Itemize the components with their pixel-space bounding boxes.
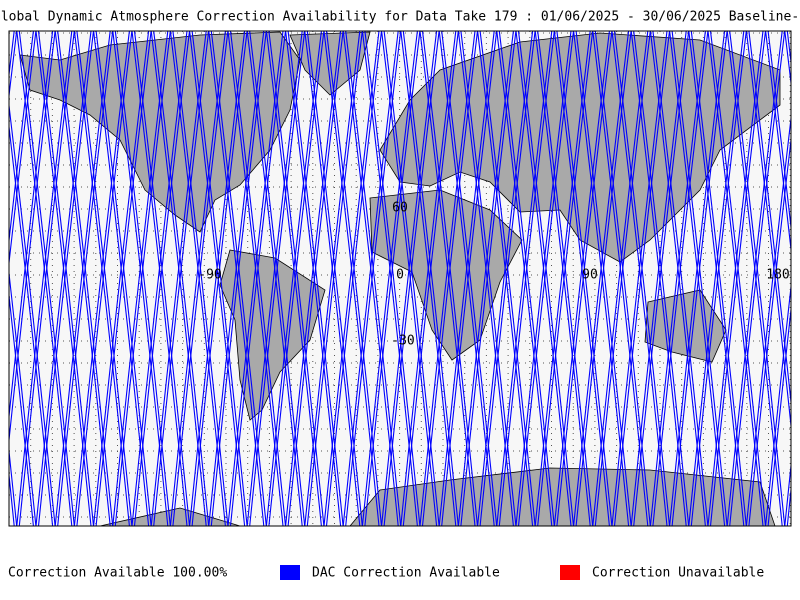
track — [383, 31, 440, 526]
track — [268, 31, 325, 526]
track — [191, 31, 248, 526]
eurasia — [379, 32, 781, 263]
track — [249, 31, 306, 526]
lon-label: 90 — [582, 268, 598, 283]
satellite-tracks — [9, 31, 791, 526]
track — [287, 31, 344, 526]
track — [9, 446, 18, 526]
track — [364, 31, 421, 526]
track — [671, 31, 728, 526]
track — [306, 31, 363, 526]
track — [633, 31, 690, 526]
track — [748, 135, 791, 526]
track — [709, 31, 767, 526]
track — [9, 101, 56, 526]
track — [556, 31, 613, 526]
track — [153, 31, 210, 526]
track — [210, 31, 267, 526]
track — [229, 31, 287, 526]
legend-swatch — [560, 565, 580, 580]
track — [537, 31, 594, 526]
track — [575, 31, 632, 526]
legend-label: Correction Unavailable — [592, 566, 764, 581]
track — [172, 31, 229, 526]
title: Global Dynamic Atmosphere Correction Ava… — [0, 10, 800, 25]
track — [402, 31, 459, 526]
track — [765, 281, 791, 526]
track — [421, 31, 479, 526]
track — [95, 31, 152, 526]
track — [652, 31, 709, 526]
track — [690, 31, 747, 526]
track — [767, 31, 791, 232]
track — [517, 31, 575, 526]
track — [133, 31, 191, 526]
track — [767, 304, 791, 526]
track — [345, 31, 402, 526]
track — [745, 113, 791, 526]
lat-label: 60 — [392, 201, 408, 216]
summary: Correction Available 100.00% — [8, 566, 227, 581]
track — [460, 31, 517, 526]
track — [729, 31, 786, 526]
track — [748, 31, 791, 408]
lon-label: -90 — [198, 268, 221, 283]
track — [76, 31, 133, 526]
track — [37, 31, 95, 526]
antarctica — [349, 467, 776, 526]
track — [613, 31, 671, 526]
track — [594, 31, 651, 526]
map — [9, 31, 791, 526]
track — [114, 31, 171, 526]
track — [325, 31, 383, 526]
track — [479, 31, 536, 526]
lon-label: 0 — [396, 268, 404, 283]
track — [498, 31, 555, 526]
track — [765, 31, 791, 255]
track — [9, 268, 37, 526]
map-frame — [8, 30, 792, 527]
track — [57, 31, 114, 526]
legend-label: DAC Correction Available — [312, 566, 500, 581]
legend-swatch — [280, 565, 300, 580]
track — [18, 31, 75, 526]
track — [441, 31, 498, 526]
lat-label: -30 — [391, 334, 414, 349]
lon-label: 180 — [766, 268, 789, 283]
